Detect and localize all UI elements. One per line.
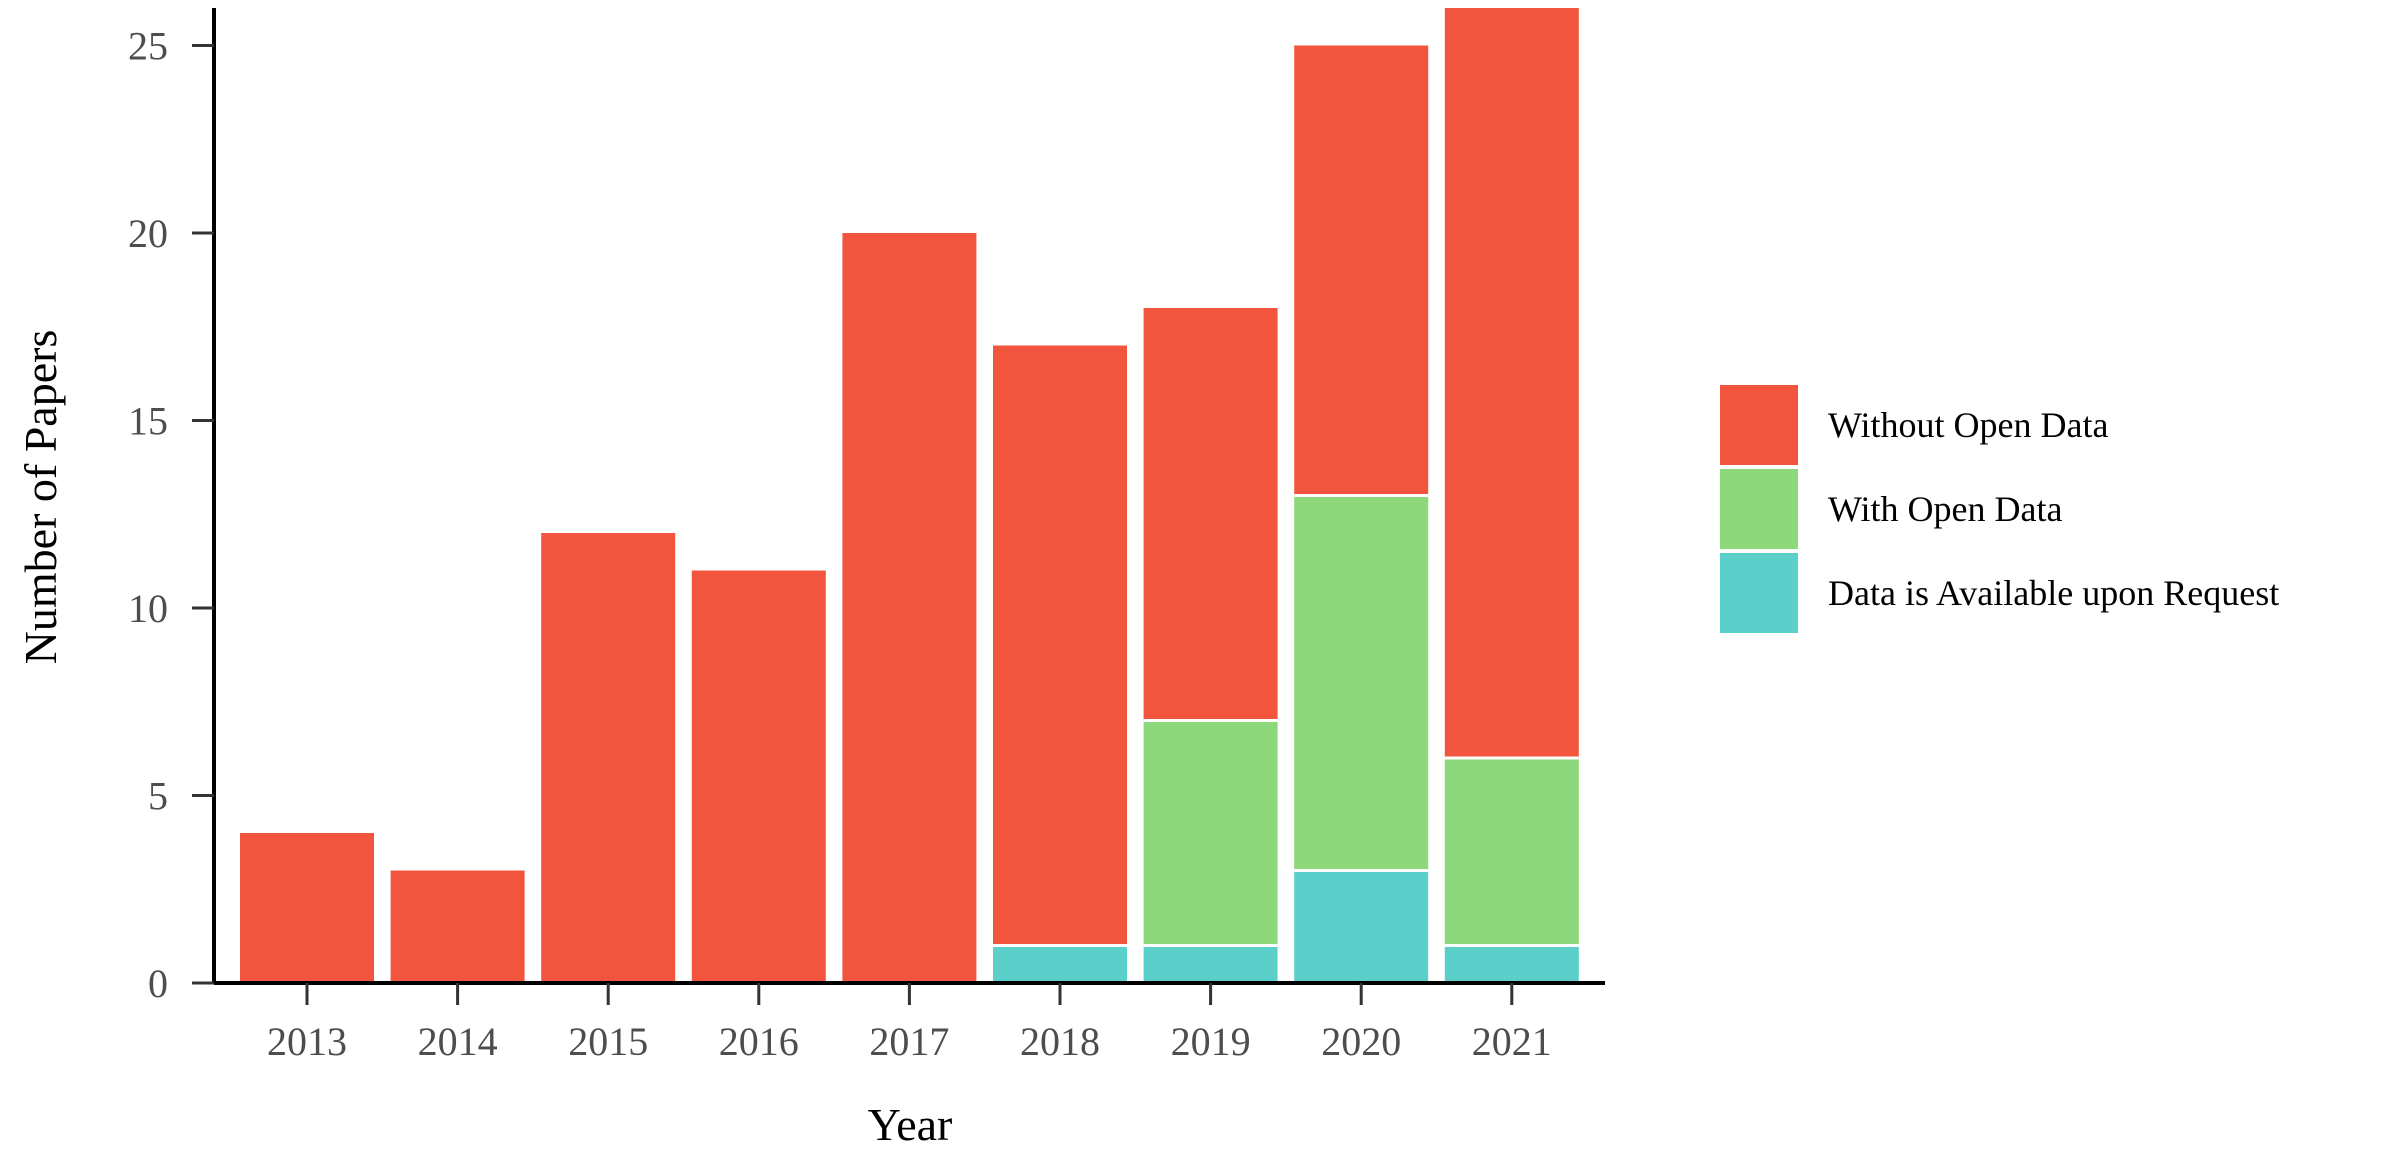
bar-2020-data-is-available-upon-request (1294, 870, 1429, 983)
x-axis-title: Year (868, 1099, 953, 1150)
bar-2021-data-is-available-upon-request (1444, 945, 1579, 983)
legend-label: With Open Data (1828, 489, 2062, 529)
legend: Without Open Data With Open Data Data is A… (1720, 385, 2279, 633)
bar-2015-without-open-data (541, 533, 676, 983)
bar-2021-without-open-data (1444, 8, 1579, 758)
bars-group (240, 8, 1579, 983)
y-tick-label: 20 (128, 211, 168, 256)
bar-2020-without-open-data (1294, 45, 1429, 496)
x-tick-label: 2017 (869, 1019, 949, 1064)
bar-2013-without-open-data (240, 833, 374, 983)
y-axis: 0 5 10 15 20 25 (128, 8, 216, 1006)
bar-2019-data-is-available-upon-request (1143, 945, 1278, 983)
bar-2018-without-open-data (993, 345, 1127, 946)
bar-2014-without-open-data (390, 870, 525, 983)
y-tick-label: 25 (128, 24, 168, 69)
legend-swatch (1720, 553, 1798, 633)
legend-swatch (1720, 385, 1798, 465)
x-tick-label: 2015 (568, 1019, 648, 1064)
bar-2018-data-is-available-upon-request (993, 945, 1127, 983)
bar-2017-without-open-data (842, 233, 977, 983)
y-tick-label: 0 (148, 961, 168, 1006)
y-tick-label: 5 (148, 774, 168, 819)
bar-2019-without-open-data (1143, 308, 1278, 721)
legend-swatch (1720, 469, 1798, 549)
bar-2020-with-open-data (1294, 495, 1429, 871)
x-tick-label: 2019 (1171, 1019, 1251, 1064)
y-axis-title: Number of Papers (15, 330, 66, 665)
x-tick-label: 2020 (1321, 1019, 1401, 1064)
legend-label: Without Open Data (1828, 405, 2108, 445)
x-tick-label: 2013 (267, 1019, 347, 1064)
x-tick-label: 2021 (1472, 1019, 1552, 1064)
bar-2016-without-open-data (691, 570, 826, 983)
y-tick-label: 15 (128, 399, 168, 444)
bar-2019-with-open-data (1143, 720, 1278, 946)
legend-label: Data is Available upon Request (1828, 573, 2279, 613)
y-tick-label: 10 (128, 586, 168, 631)
x-tick-label: 2014 (418, 1019, 498, 1064)
x-tick-label: 2016 (719, 1019, 799, 1064)
x-axis: 2013 2014 2015 2016 2017 2018 2019 2020 2021 (214, 981, 1605, 1064)
bar-2021-with-open-data (1444, 758, 1579, 946)
x-tick-label: 2018 (1020, 1019, 1100, 1064)
